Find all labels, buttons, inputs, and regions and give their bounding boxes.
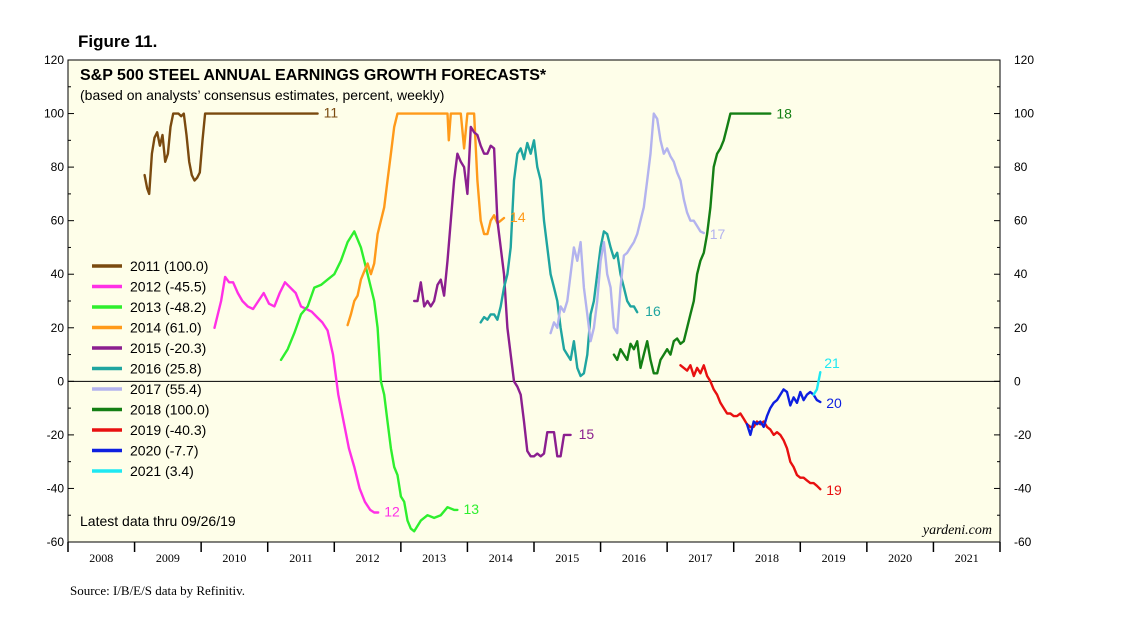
y-tick-label-right: -60 <box>1014 535 1032 549</box>
y-tick-label-right: 40 <box>1014 267 1028 281</box>
y-tick-label-right: -20 <box>1014 428 1032 442</box>
legend-label-2014: 2014 (61.0) <box>130 320 202 336</box>
legend-label-2021: 2021 (3.4) <box>130 463 194 479</box>
y-tick-label-right: -40 <box>1014 481 1032 495</box>
series-line-2017 <box>549 112 705 343</box>
series-line-2011 <box>143 112 319 196</box>
x-tick-label: 2008 <box>89 551 113 565</box>
y-tick-label-right: 80 <box>1014 160 1028 174</box>
series-end-label-2014: 14 <box>510 209 526 225</box>
plot-frame <box>67 59 1001 543</box>
y-tick-label-left: 20 <box>51 321 65 335</box>
series-line-2015 <box>413 125 572 458</box>
legend: 2011 (100.0) 2012 (-45.5) 2013 (-48.2) 2014… <box>92 258 209 479</box>
x-tick-label: 2010 <box>222 551 246 565</box>
legend-label-2011: 2011 (100.0) <box>130 258 208 274</box>
series-line-2020 <box>745 388 822 437</box>
legend-label-2019: 2019 (-40.3) <box>130 422 206 438</box>
grid-layer <box>67 59 1001 552</box>
y-tick-label-left: -60 <box>47 535 65 549</box>
x-tick-label: 2009 <box>156 551 180 565</box>
x-tick-label: 2021 <box>955 551 979 565</box>
legend-label-2012: 2012 (-45.5) <box>130 279 206 295</box>
series-end-label-2015: 15 <box>579 426 595 442</box>
y-tick-label-left: -20 <box>47 428 65 442</box>
x-tick-label: 2017 <box>688 551 712 565</box>
y-tick-label-left: -40 <box>47 481 65 495</box>
y-tick-label-left: 60 <box>51 214 65 228</box>
y-tick-label-right: 100 <box>1014 107 1034 121</box>
y-tick-label-left: 80 <box>51 160 65 174</box>
x-tick-label: 2012 <box>356 551 380 565</box>
y-tick-label-right: 120 <box>1014 53 1034 67</box>
series-end-label-2011: 11 <box>324 105 339 121</box>
legend-label-2013: 2013 (-48.2) <box>130 299 206 315</box>
series-end-label-2012: 12 <box>384 504 400 520</box>
legend-label-2018: 2018 (100.0) <box>130 402 209 418</box>
x-tick-label: 2011 <box>289 551 313 565</box>
x-tick-label: 2014 <box>489 551 513 565</box>
y-tick-label-left: 120 <box>44 53 64 67</box>
series-end-label-2018: 18 <box>776 106 792 122</box>
figure-label: Figure 11. <box>78 32 158 51</box>
y-tick-label-right: 60 <box>1014 214 1028 228</box>
series-line-2021 <box>812 371 822 396</box>
y-tick-label-right: 20 <box>1014 321 1028 335</box>
series-line-2014 <box>346 112 506 327</box>
legend-label-2016: 2016 (25.8) <box>130 361 202 377</box>
series-line-2018 <box>612 112 772 375</box>
series-end-label-2017: 17 <box>710 226 726 242</box>
x-tick-label: 2020 <box>888 551 912 565</box>
chart-subtitle: (based on analysts’ consensus estimates,… <box>80 87 444 103</box>
series-end-label-2020: 20 <box>826 395 842 411</box>
x-tick-label: 2013 <box>422 551 446 565</box>
series-end-label-2021: 21 <box>824 355 840 371</box>
series-end-label-2016: 16 <box>645 303 661 319</box>
chart-title: S&P 500 STEEL ANNUAL EARNINGS GROWTH FOR… <box>80 67 547 84</box>
x-tick-label: 2015 <box>555 551 579 565</box>
x-tick-label: 2016 <box>622 551 646 565</box>
brand-mark: yardeni.com <box>921 523 992 538</box>
legend-label-2020: 2020 (-7.7) <box>130 443 198 459</box>
legend-label-2017: 2017 (55.4) <box>130 381 202 397</box>
source-note: Source: I/B/E/S data by Refinitiv. <box>70 583 245 598</box>
legend-label-2015: 2015 (-20.3) <box>130 340 206 356</box>
latest-data-note: Latest data thru 09/26/19 <box>80 513 236 529</box>
series-end-label-2019: 19 <box>826 482 842 498</box>
series-line-2013 <box>279 230 459 533</box>
series-line-2019 <box>679 364 822 491</box>
y-tick-label-right: 0 <box>1014 374 1021 388</box>
series-line-2012 <box>213 275 380 514</box>
x-tick-label: 2018 <box>755 551 779 565</box>
series-end-label-2013: 13 <box>463 501 479 517</box>
y-tick-label-left: 100 <box>44 107 64 121</box>
y-tick-label-left: 40 <box>51 267 65 281</box>
series-layer <box>143 112 822 533</box>
x-tick-label: 2019 <box>822 551 846 565</box>
y-tick-label-left: 0 <box>57 374 64 388</box>
